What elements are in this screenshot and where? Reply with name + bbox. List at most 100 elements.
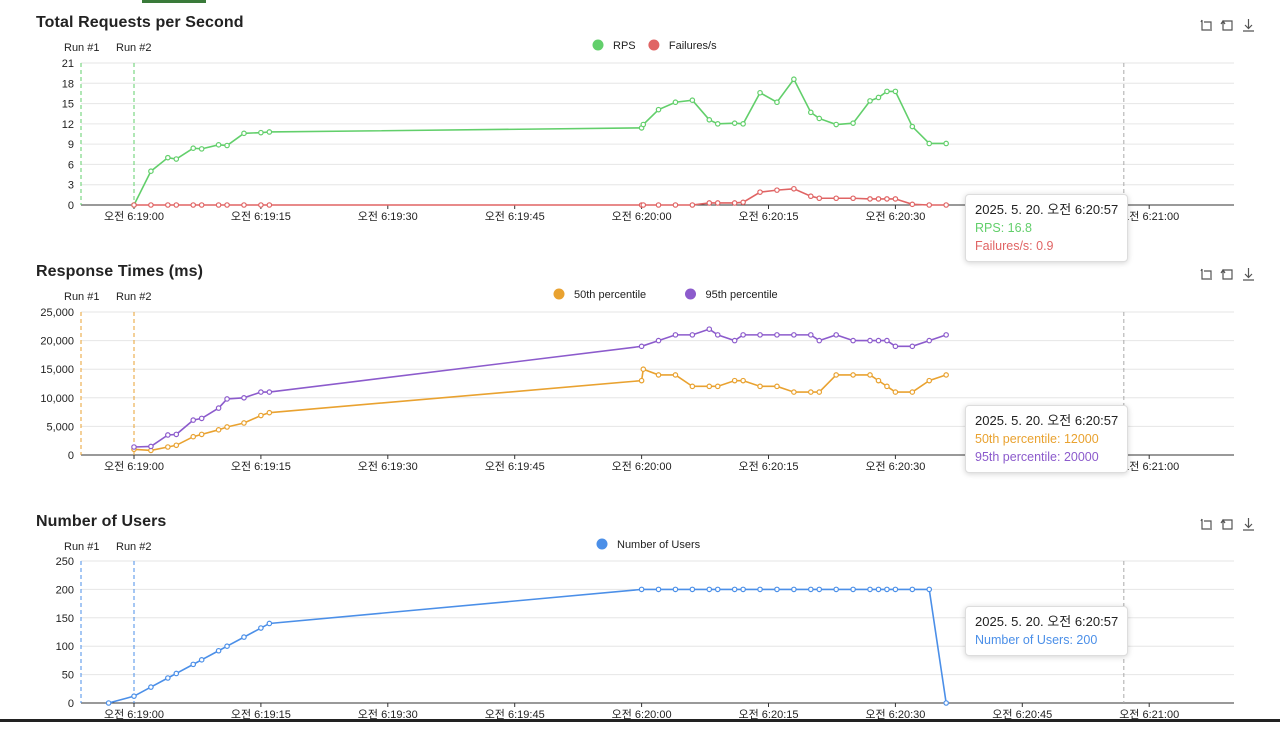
data-point[interactable]	[867, 337, 873, 344]
data-point[interactable]	[850, 372, 856, 378]
run-label[interactable]: Run #1	[64, 291, 99, 303]
data-point[interactable]	[774, 187, 780, 193]
data-point[interactable]	[892, 389, 899, 395]
legend-swatch[interactable]	[596, 538, 608, 550]
data-point[interactable]	[943, 372, 949, 378]
data-point[interactable]	[672, 372, 679, 378]
data-point[interactable]	[173, 442, 180, 449]
data-point[interactable]	[224, 643, 230, 650]
data-point[interactable]	[672, 586, 679, 593]
data-point[interactable]	[774, 586, 780, 593]
data-point[interactable]	[224, 424, 230, 430]
data-point[interactable]	[655, 202, 662, 208]
data-point[interactable]	[655, 337, 662, 344]
data-point[interactable]	[807, 332, 814, 338]
data-point[interactable]	[791, 76, 797, 83]
data-point[interactable]	[173, 431, 180, 438]
data-point[interactable]	[198, 146, 205, 152]
data-point[interactable]	[198, 431, 205, 438]
run-label[interactable]: Run #1	[64, 541, 99, 553]
data-point[interactable]	[714, 200, 721, 206]
data-point[interactable]	[884, 586, 890, 593]
data-point[interactable]	[943, 700, 949, 706]
run-label[interactable]: Run #1	[64, 42, 99, 54]
data-point[interactable]	[638, 377, 645, 384]
data-point[interactable]	[689, 586, 696, 593]
data-point[interactable]	[875, 196, 882, 202]
data-point[interactable]	[757, 383, 763, 390]
data-point[interactable]	[165, 202, 171, 208]
zoom-reset-icon[interactable]	[1220, 517, 1235, 532]
data-point[interactable]	[884, 337, 890, 344]
data-point[interactable]	[190, 417, 197, 423]
data-point[interactable]	[640, 121, 647, 128]
data-point[interactable]	[198, 202, 205, 208]
data-point[interactable]	[807, 109, 814, 116]
data-point[interactable]	[672, 202, 679, 208]
data-point[interactable]	[884, 383, 890, 390]
data-point[interactable]	[850, 337, 856, 344]
data-point[interactable]	[198, 657, 205, 663]
data-point[interactable]	[875, 377, 882, 384]
data-point[interactable]	[909, 201, 916, 208]
data-point[interactable]	[892, 88, 899, 95]
data-point[interactable]	[816, 115, 823, 122]
data-point[interactable]	[258, 202, 264, 208]
data-point[interactable]	[926, 586, 933, 593]
data-point[interactable]	[706, 586, 713, 593]
data-point[interactable]	[165, 154, 171, 161]
data-point[interactable]	[731, 120, 738, 126]
data-point[interactable]	[173, 202, 180, 208]
data-point[interactable]	[816, 586, 823, 593]
data-point[interactable]	[131, 202, 137, 208]
data-point[interactable]	[165, 675, 171, 681]
data-point[interactable]	[816, 195, 823, 202]
data-point[interactable]	[672, 99, 679, 106]
data-point[interactable]	[689, 97, 696, 103]
data-point[interactable]	[884, 88, 890, 95]
download-icon[interactable]	[1241, 18, 1256, 33]
data-point[interactable]	[224, 202, 230, 208]
data-point[interactable]	[224, 142, 230, 149]
data-point[interactable]	[148, 202, 154, 208]
data-point[interactable]	[909, 389, 916, 395]
data-point[interactable]	[757, 89, 763, 96]
data-point[interactable]	[926, 202, 933, 208]
data-point[interactable]	[909, 123, 916, 130]
data-point[interactable]	[689, 202, 696, 208]
download-icon[interactable]	[1241, 517, 1256, 532]
data-point[interactable]	[926, 140, 933, 147]
data-point[interactable]	[215, 405, 222, 411]
data-point[interactable]	[215, 202, 222, 208]
legend-label[interactable]: RPS	[613, 40, 636, 52]
data-point[interactable]	[731, 377, 738, 384]
data-point[interactable]	[757, 332, 763, 338]
data-point[interactable]	[714, 332, 721, 338]
data-point[interactable]	[638, 586, 645, 593]
data-point[interactable]	[241, 420, 247, 426]
data-point[interactable]	[706, 117, 713, 123]
data-point[interactable]	[640, 202, 647, 208]
data-point[interactable]	[731, 200, 738, 206]
legend-swatch[interactable]	[592, 39, 604, 51]
data-point[interactable]	[884, 196, 890, 202]
data-point[interactable]	[791, 389, 797, 395]
data-point[interactable]	[807, 389, 814, 395]
legend-swatch[interactable]	[553, 288, 565, 300]
data-point[interactable]	[791, 185, 797, 192]
data-point[interactable]	[655, 106, 662, 113]
data-point[interactable]	[173, 670, 180, 677]
data-point[interactable]	[833, 332, 839, 338]
data-point[interactable]	[833, 586, 839, 593]
data-point[interactable]	[190, 433, 197, 440]
data-point[interactable]	[909, 586, 916, 593]
data-point[interactable]	[706, 200, 713, 206]
data-point[interactable]	[850, 120, 856, 126]
data-point[interactable]	[215, 427, 222, 433]
legend-swatch[interactable]	[685, 288, 696, 300]
data-point[interactable]	[190, 661, 197, 668]
data-point[interactable]	[241, 130, 247, 137]
download-icon[interactable]	[1241, 267, 1256, 282]
run-label[interactable]: Run #2	[116, 42, 151, 54]
legend-swatch[interactable]	[648, 39, 660, 51]
